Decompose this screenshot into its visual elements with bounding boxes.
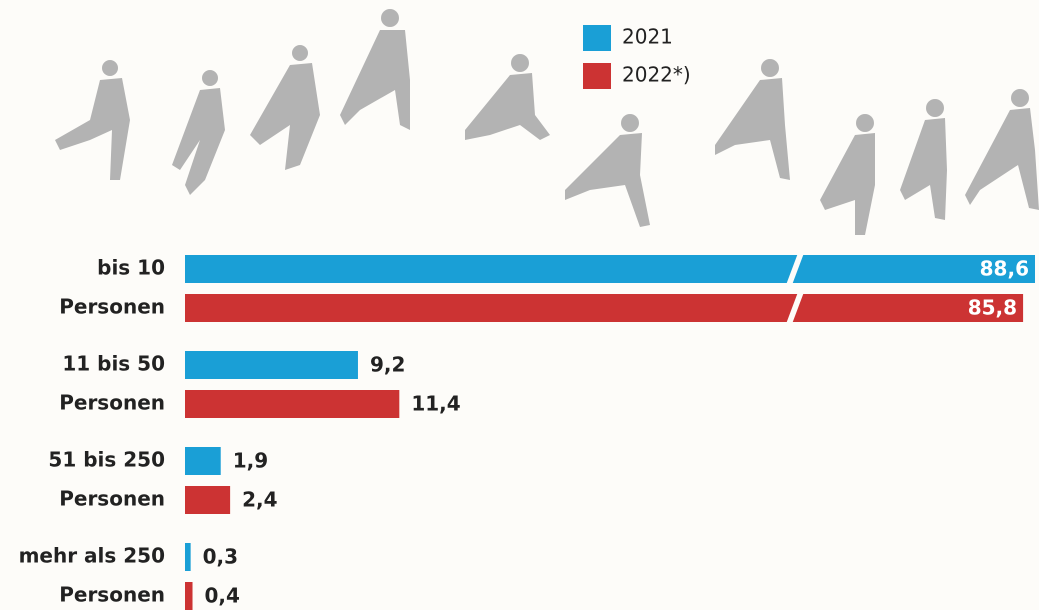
category-label: 11 bis 50 (62, 352, 165, 376)
legend-label: 2021 (622, 25, 673, 49)
value-label: 2,4 (242, 488, 277, 512)
category-label: 51 bis 250 (48, 448, 165, 472)
category-label: Personen (59, 583, 165, 607)
bar (185, 582, 193, 610)
value-label: 0,4 (205, 584, 240, 608)
chart: 2021 2022*) bis 10 Personen 88,6 85,8 11 bis 5… (0, 0, 1039, 610)
category-label: bis 10 (97, 256, 165, 280)
bar (185, 294, 1023, 322)
bar (185, 486, 230, 514)
value-label: 1,9 (233, 449, 268, 473)
bar (185, 255, 1035, 283)
category-label: mehr als 250 (19, 544, 165, 568)
value-label: 0,3 (203, 545, 238, 569)
bar (185, 351, 358, 379)
bar (185, 447, 221, 475)
legend-swatch (583, 25, 611, 51)
value-label: 88,6 (980, 257, 1029, 281)
value-label: 9,2 (370, 353, 405, 377)
legend-label: 2022*) (622, 63, 691, 87)
runner-decoration (55, 9, 1039, 235)
bar (185, 390, 399, 418)
legend-swatch (583, 63, 611, 89)
category-label: Personen (59, 295, 165, 319)
value-label: 85,8 (968, 296, 1017, 320)
bar (185, 543, 191, 571)
value-label: 11,4 (411, 392, 460, 416)
category-label: Personen (59, 391, 165, 415)
category-label: Personen (59, 487, 165, 511)
